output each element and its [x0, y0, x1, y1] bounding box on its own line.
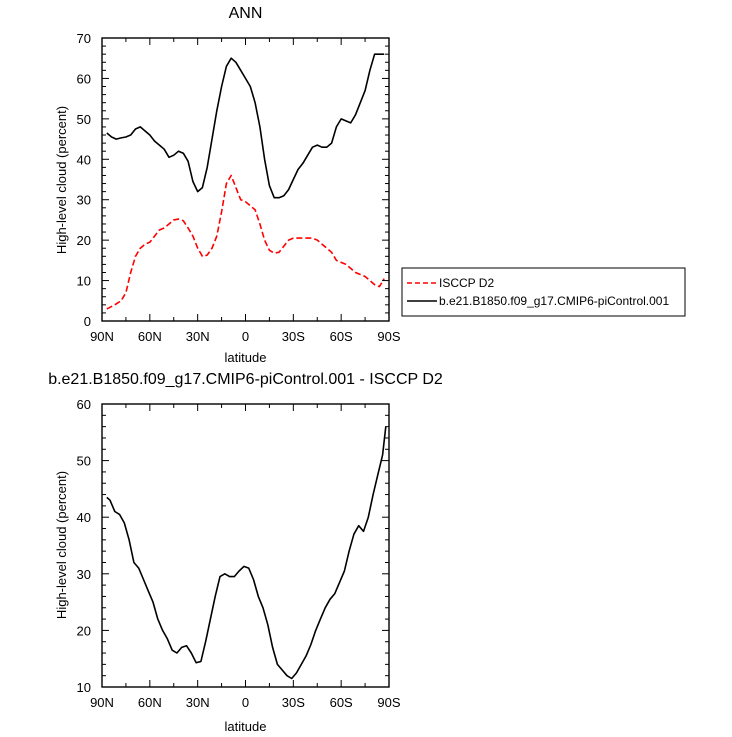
- top-y-tick-label: 70: [77, 31, 91, 46]
- top-series-line-model: [106, 53, 385, 199]
- top-plot-ylabel: High-level cloud (percent): [54, 106, 69, 254]
- bottom-y-tick-label: 20: [77, 623, 91, 638]
- top-y-tick-label: 50: [77, 112, 91, 127]
- top-x-tick-label: 30N: [186, 329, 210, 344]
- bottom-x-tick-label: 90S: [377, 695, 400, 710]
- bottom-x-tick-label: 30S: [282, 695, 305, 710]
- legend-label-model: b.e21.B1850.f09_g17.CMIP6-piControl.001: [439, 294, 669, 308]
- top-x-tick-label: 90N: [90, 329, 114, 344]
- top-x-tick-label: 30S: [282, 329, 305, 344]
- bottom-x-tick-label: 90N: [90, 695, 114, 710]
- bottom-x-tick-label: 30N: [186, 695, 210, 710]
- bottom-x-tick-label: 60S: [330, 695, 353, 710]
- bottom-x-tick-label: 0: [242, 695, 249, 710]
- top-series-line-isccp: [106, 174, 385, 310]
- bottom-y-tick-label: 40: [77, 510, 91, 525]
- bottom-y-tick-label: 30: [77, 567, 91, 582]
- legend-box: [401, 267, 686, 317]
- top-x-tick-label: 90S: [377, 329, 400, 344]
- top-y-tick-label: 0: [84, 314, 91, 329]
- bottom-plot-frame: [101, 403, 390, 688]
- top-y-tick-label: 10: [77, 274, 91, 289]
- bottom-x-tick-label: 60N: [138, 695, 162, 710]
- bottom-plot-xlabel: latitude: [225, 719, 267, 734]
- top-plot: ANN 90N 60N 30N 0 30S 60S 90S 0 10 20 30 40 50 60 70 H…: [54, 5, 401, 365]
- top-plot-title: ANN: [229, 5, 263, 22]
- top-y-tick-label: 30: [77, 193, 91, 208]
- top-y-tick-label: 20: [77, 233, 91, 248]
- top-x-tick-label: 60S: [330, 329, 353, 344]
- bottom-plot: b.e21.B1850.f09_g17.CMIP6-piControl.001 …: [48, 371, 443, 734]
- top-x-tick-label: 60N: [138, 329, 162, 344]
- top-y-tick-label: 40: [77, 152, 91, 167]
- legend: ISCCP D2 b.e21.B1850.f09_g17.CMIP6-piCon…: [401, 267, 686, 317]
- top-x-tick-label: 0: [242, 329, 249, 344]
- top-plot-xlabel: latitude: [225, 350, 267, 365]
- bottom-plot-title: b.e21.B1850.f09_g17.CMIP6-piControl.001 …: [48, 371, 443, 388]
- bottom-plot-ylabel: High-level cloud (percent): [54, 471, 69, 619]
- bottom-y-tick-label: 50: [77, 454, 91, 469]
- top-y-tick-label: 60: [77, 71, 91, 86]
- bottom-series-line-difference: [106, 426, 387, 680]
- top-plot-frame: [101, 37, 390, 322]
- bottom-y-tick-label: 60: [77, 397, 91, 412]
- legend-label-isccp: ISCCP D2: [439, 276, 494, 290]
- bottom-y-tick-label: 10: [77, 680, 91, 695]
